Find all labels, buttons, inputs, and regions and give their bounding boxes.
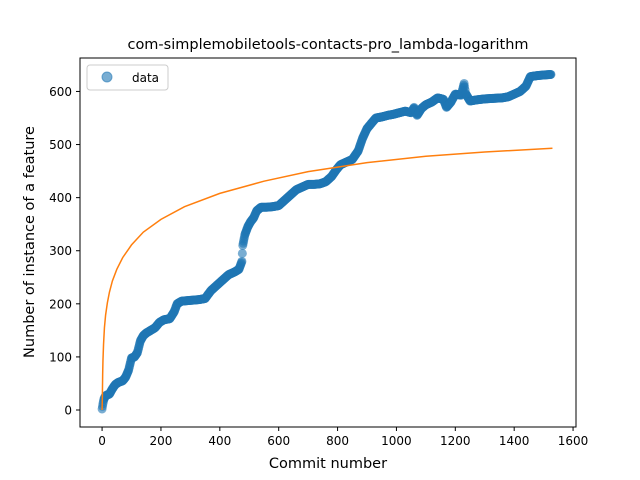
legend: data bbox=[86, 64, 169, 91]
x-tick-label: 200 bbox=[149, 434, 172, 448]
x-tick-label: 1200 bbox=[440, 434, 471, 448]
axes-frame bbox=[79, 57, 577, 428]
y-tick-label: 500 bbox=[49, 138, 72, 152]
data-point bbox=[237, 256, 247, 266]
y-axis-label: Number of instance of a feature bbox=[22, 126, 38, 358]
y-tick-label: 400 bbox=[49, 191, 72, 205]
data-series bbox=[97, 69, 556, 414]
x-tick-label: 600 bbox=[267, 434, 290, 448]
y-tick-label: 300 bbox=[49, 244, 72, 258]
legend-marker-data bbox=[101, 71, 113, 83]
x-tick-label: 1600 bbox=[558, 434, 589, 448]
y-tick-label: 600 bbox=[49, 85, 72, 99]
x-tick-label: 1000 bbox=[381, 434, 412, 448]
y-tick-label: 0 bbox=[64, 404, 72, 418]
fit-curve-line bbox=[101, 147, 553, 411]
y-tick-label: 100 bbox=[49, 350, 72, 364]
x-tick-label: 0 bbox=[98, 434, 106, 448]
plot-area bbox=[97, 69, 556, 414]
data-point bbox=[546, 69, 556, 79]
x-tick-label: 400 bbox=[208, 434, 231, 448]
chart-title: com-simplemobiletools-contacts-pro_lambd… bbox=[127, 37, 528, 53]
legend-label-data: data bbox=[132, 71, 159, 85]
x-axis: 0 200 400 600 800 1000 1200 1400 1600 bbox=[98, 427, 588, 448]
data-point bbox=[237, 248, 247, 258]
x-tick-label: 800 bbox=[326, 434, 349, 448]
y-axis: 0 100 200 300 400 500 600 bbox=[49, 85, 80, 418]
x-tick-label: 1400 bbox=[499, 434, 530, 448]
x-axis-label: Commit number bbox=[269, 456, 387, 472]
legend-box bbox=[86, 64, 169, 91]
y-tick-label: 200 bbox=[49, 297, 72, 311]
